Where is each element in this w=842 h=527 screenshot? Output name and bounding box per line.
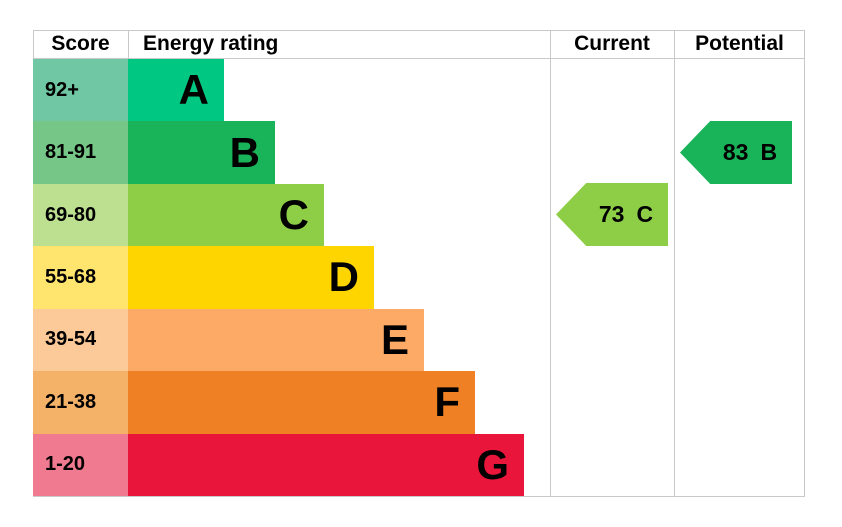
table-right-border [804,30,805,497]
band-row-b: 81-91 B [33,121,805,184]
score-range-c: 69-80 [33,183,128,247]
band-letter-a: A [178,66,209,114]
band-bar-b: B [128,121,275,184]
current-column-divider [550,30,551,497]
score-range-b: 81-91 [33,121,128,184]
band-bar-g: G [128,433,524,496]
score-range-f: 21-38 [33,371,128,434]
band-bar-e: E [128,308,424,372]
band-letter-c: C [278,191,309,239]
band-row-c: 69-80 C [33,183,805,247]
band-row-f: 21-38 F [33,371,805,434]
score-column-header: Score [51,32,110,55]
band-bar-f: F [128,371,475,434]
band-bar-c: C [128,183,324,247]
table-bottom-border [33,496,805,497]
current-column-header: Current [574,32,650,55]
current-rating-value: 73 [598,201,625,227]
band-bar-d: D [128,246,374,309]
band-letter-g: G [476,440,509,488]
band-letter-f: F [434,378,460,426]
band-letter-e: E [380,315,409,363]
score-column-divider [128,30,129,58]
score-range-g: 1-20 [33,433,128,496]
band-row-d: 55-68 D [33,246,805,309]
band-bar-a: A [128,59,224,122]
band-rows: 92+ A 81-91 B 69-80 C 55-68 D [33,59,805,496]
band-letter-d: D [328,253,359,301]
table-top-border [33,30,805,31]
rating-table: Score Energy rating Current Potential 92… [33,30,805,497]
score-range-d: 55-68 [33,246,128,309]
potential-column-header: Potential [695,32,784,55]
potential-column-divider [674,30,675,497]
potential-rating-band: B [760,139,778,165]
score-range-a: 92+ [33,59,128,122]
band-row-g: 1-20 G [33,433,805,496]
band-row-e: 39-54 E [33,308,805,372]
band-letter-b: B [229,128,260,176]
header-left-border [33,30,34,58]
current-rating-band: C [636,201,654,227]
energy-rating-column-header: Energy rating [143,32,279,55]
band-row-a: 92+ A [33,59,805,122]
column-headers: Score Energy rating Current Potential [33,30,805,58]
potential-rating-value: 83 [722,139,749,165]
header-separator [33,58,805,59]
score-range-e: 39-54 [33,308,128,372]
